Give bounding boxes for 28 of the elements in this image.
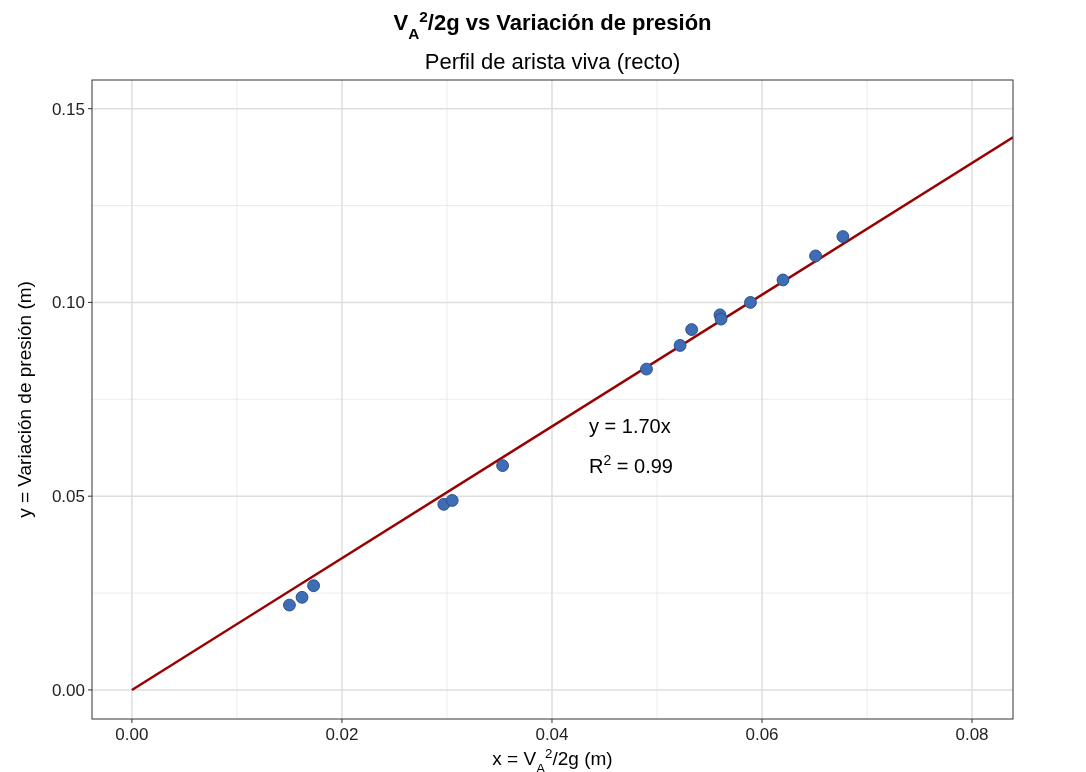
y-tick-label: 0.05 xyxy=(51,487,85,507)
y-tick-label: 0.00 xyxy=(51,680,85,700)
point xyxy=(307,579,320,593)
x-tick-label: 0.02 xyxy=(325,725,359,744)
y-tick-label: 0.15 xyxy=(51,99,85,119)
annotation: y = 1.70x xyxy=(589,415,671,437)
x-tick-label: 0.00 xyxy=(115,725,149,744)
point xyxy=(836,230,850,243)
point xyxy=(295,590,309,604)
x-axis-title: x = V$_{A}$$^{2}$/2g (m) xyxy=(492,745,613,772)
chart-title: V$_{A}$$^{2}$/2g vs Variación de presión xyxy=(393,7,712,42)
point xyxy=(496,459,510,472)
y-axis-title: y = Variación de presión (m) xyxy=(14,281,35,518)
point xyxy=(744,296,757,309)
y-tick-label: 0.10 xyxy=(51,293,85,313)
point xyxy=(673,339,687,352)
x-tick-label: 0.06 xyxy=(745,725,779,744)
x-tick-label: 0.04 xyxy=(535,725,569,744)
point xyxy=(283,598,296,612)
chart-subtitle: Perfil de arista viva (recto) xyxy=(424,49,681,74)
point xyxy=(776,273,790,287)
point xyxy=(445,494,459,507)
point xyxy=(714,312,728,326)
point xyxy=(809,249,822,263)
annotation: R$^{2}$ = 0.99 xyxy=(589,452,673,477)
point xyxy=(640,362,653,376)
x-tick-label: 0.08 xyxy=(955,725,989,744)
point xyxy=(685,323,699,336)
